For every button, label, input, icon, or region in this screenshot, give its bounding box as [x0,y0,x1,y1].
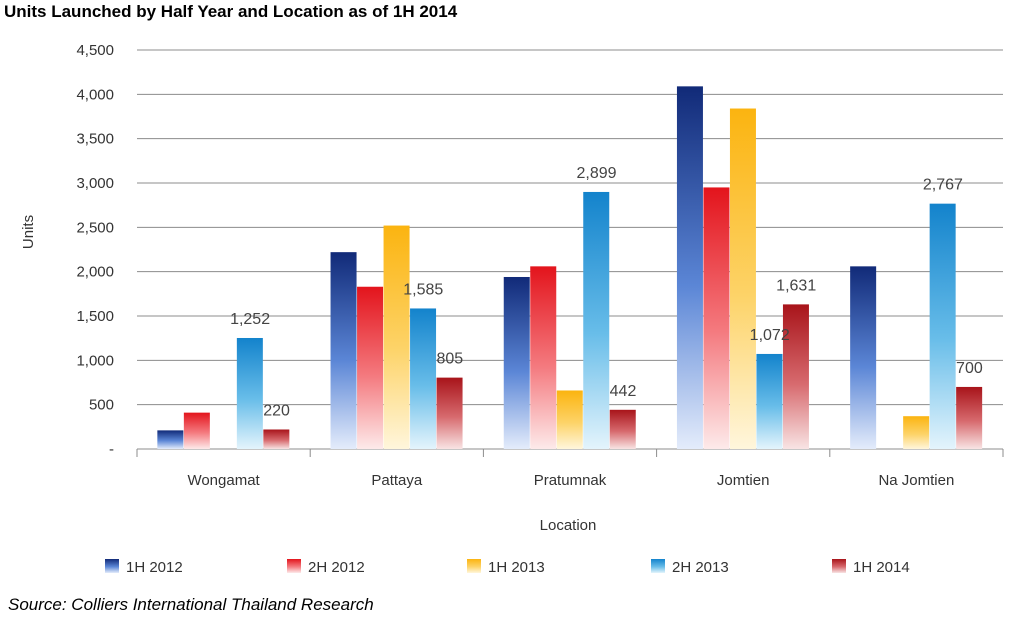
bar-1h-2013-pratumnak [556,390,583,449]
legend-label: 1H 2014 [853,559,910,576]
legend-swatch [287,559,301,573]
data-label: 2,899 [576,165,616,182]
bar-1h-2014-jomtien [782,304,809,449]
x-tick-label: Wongamat [187,472,260,489]
bar-2h-2013-wongamat [236,337,263,449]
bar-2h-2013-pratumnak [583,191,610,450]
chart-title: Units Launched by Half Year and Location… [4,2,458,21]
x-tick-label: Na Jomtien [878,472,954,489]
x-tick-label: Pratumnak [534,472,607,489]
bar-2h-2013-na-jomtien [929,203,956,449]
x-axis-title: Location [540,517,597,534]
y-tick-label: 2,500 [76,219,114,236]
bar-1h-2013-pattaya [383,225,410,449]
bar-1h-2014-pattaya [436,377,463,449]
y-tick-label: 2,000 [76,264,114,281]
legend-label: 1H 2013 [488,559,545,576]
bar-2h-2012-wongamat [183,412,210,449]
x-tick-label: Pattaya [371,472,423,489]
y-axis-title: Units [20,215,37,249]
bar-1h-2013-jomtien [729,108,756,450]
bar-1h-2012-wongamat [157,430,184,449]
bar-1h-2012-na-jomtien [850,266,877,449]
legend-swatch [832,559,846,573]
bar-1h-2012-pratumnak [503,276,530,449]
bar-2h-2013-pattaya [410,308,437,449]
y-tick-label: - [109,441,114,458]
data-label: 220 [263,402,290,419]
data-label: 442 [610,383,637,400]
data-label: 1,072 [750,327,790,344]
data-label: 805 [436,351,463,368]
bar-1h-2012-pattaya [330,252,357,449]
bar-2h-2012-pratumnak [530,266,557,449]
source-note: Source: Colliers International Thailand … [8,595,374,614]
bar-2h-2013-jomtien [756,353,783,449]
legend-swatch [651,559,665,573]
bar-1h-2014-wongamat [263,429,290,449]
legend-swatch [467,559,481,573]
y-tick-label: 1,500 [76,308,114,325]
bar-1h-2012-jomtien [676,86,703,449]
x-tick-label: Jomtien [717,472,770,489]
legend-label: 1H 2012 [126,559,183,576]
data-label: 1,631 [776,277,816,294]
bar-2h-2012-pattaya [357,286,384,449]
legend-label: 2H 2013 [672,559,729,576]
y-tick-label: 3,500 [76,131,114,148]
y-tick-label: 4,500 [76,42,114,59]
y-tick-label: 1,000 [76,352,114,369]
y-tick-label: 4,000 [76,86,114,103]
data-label: 1,252 [230,311,270,328]
data-label: 1,585 [403,281,443,298]
legend: 1H 2012 2H 2012 1H 2013 2H 2013 1H 2014 [105,559,910,576]
data-label: 2,767 [923,177,963,194]
data-labels: 1,252 1,585 2,899 1,072 2,767 220 805 442 1,631 7… [230,165,983,420]
bar-1h-2014-pratumnak [609,409,636,449]
axes: - 500 1,000 1,500 2,000 2,500 3,000 3,500 4,000 4… [76,42,1004,489]
bar-2h-2012-jomtien [703,187,730,449]
y-tick-label: 3,000 [76,175,114,192]
legend-swatch [105,559,119,573]
bars [157,86,983,450]
legend-label: 2H 2012 [308,559,365,576]
bar-1h-2014-na-jomtien [956,386,983,449]
y-tick-label: 500 [89,397,114,414]
data-label: 700 [956,360,983,377]
bar-1h-2013-na-jomtien [903,416,930,449]
